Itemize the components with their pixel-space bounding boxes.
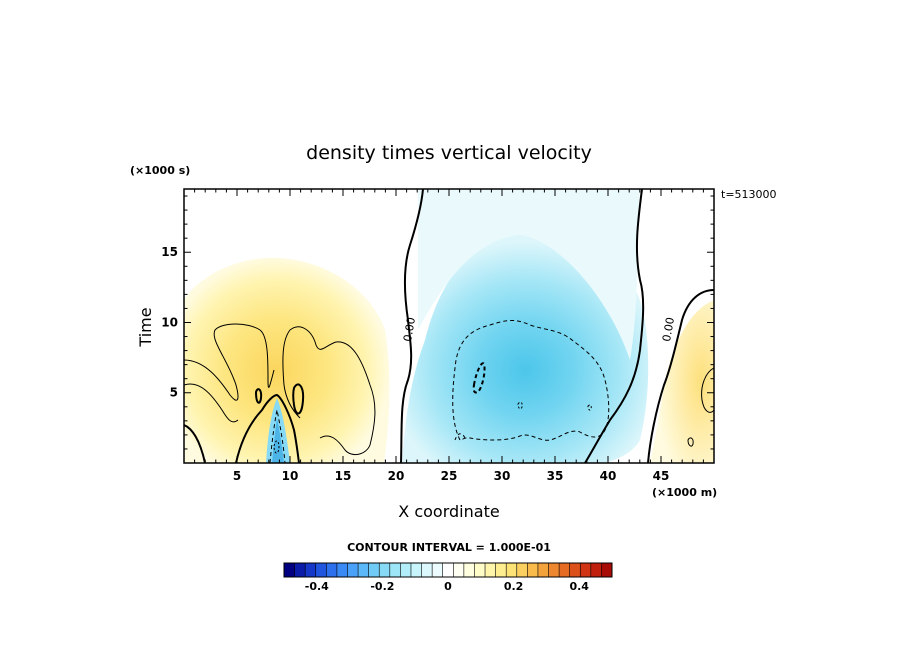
y-tick-label: 5 (170, 386, 178, 400)
colorbar (283, 562, 613, 578)
colorbar-ticks: -0.4 -0.2 0 0.2 0.4 (305, 580, 590, 593)
colorbar-swatch (474, 563, 486, 577)
colorbar-swatch (537, 563, 549, 577)
colorbar-swatch (421, 563, 433, 577)
colorbar-swatch (559, 563, 571, 577)
colorbar-swatch (358, 563, 370, 577)
colorbar-swatch (590, 563, 602, 577)
x-tick-label: 45 (653, 469, 670, 483)
x-unit-label: (×1000 m) (652, 486, 717, 499)
colorbar-swatch (442, 563, 454, 577)
colorbar-tick-label: -0.2 (370, 580, 394, 593)
colorbar-swatch (569, 563, 581, 577)
colorbar-swatch (506, 563, 518, 577)
x-tick-label: 20 (388, 469, 405, 483)
colorbar-swatch (305, 563, 317, 577)
colorbar-tick-label: 0 (444, 580, 452, 593)
x-tick-label: 25 (441, 469, 458, 483)
colorbar-swatch (368, 563, 380, 577)
colorbar-swatch (315, 563, 327, 577)
negative-region-faint (418, 189, 640, 360)
x-tick-label: 10 (282, 469, 299, 483)
colorbar-tick-label: 0.2 (504, 580, 524, 593)
x-tick-label: 15 (335, 469, 352, 483)
x-tick-label: 5 (233, 469, 241, 483)
contour-label-right: 0.00 (660, 316, 677, 342)
contour-label-left: 0.00 (401, 316, 418, 342)
y-tick-label: 10 (161, 315, 178, 329)
colorbar-swatch (495, 563, 507, 577)
time-annotation: t=513000 (721, 188, 777, 201)
x-tick-label: 30 (494, 469, 511, 483)
x-tick-label: 40 (600, 469, 617, 483)
y-tick-label: 15 (161, 245, 178, 259)
colorbar-swatch (347, 563, 359, 577)
y-axis-label: Time (136, 307, 155, 347)
colorbar-frame (283, 562, 613, 578)
colorbar-swatch (516, 563, 528, 577)
contour-interval-label: CONTOUR INTERVAL = 1.000E-01 (347, 541, 551, 554)
plot-area: 0.00 0.00 (184, 189, 714, 463)
colorbar-swatch (580, 563, 592, 577)
colorbar-swatch (294, 563, 306, 577)
colorbar-swatch (326, 563, 338, 577)
positive-region-left (184, 257, 390, 463)
colorbar-swatch (432, 563, 444, 577)
colorbar-swatch (284, 563, 295, 577)
positive-region-right (650, 300, 714, 463)
colorbar-swatch (463, 563, 475, 577)
y-unit-label: (×1000 s) (130, 164, 190, 177)
colorbar-swatch (453, 563, 465, 577)
colorbar-tick-label: -0.4 (305, 580, 329, 593)
chart-title: density times vertical velocity (306, 142, 592, 164)
y-axis: 5 10 15 (161, 195, 714, 450)
negative-region-center (402, 230, 649, 463)
colorbar-swatch (527, 563, 539, 577)
x-axis-label: X coordinate (398, 502, 499, 521)
colorbar-swatch (601, 563, 613, 577)
colorbar-tick-label: 0.4 (569, 580, 589, 593)
colorbar-swatch (548, 563, 560, 577)
colorbar-swatch (336, 563, 348, 577)
colorbar-swatch (379, 563, 391, 577)
colorbar-swatch (485, 563, 497, 577)
x-tick-label: 35 (547, 469, 564, 483)
colorbar-swatch (400, 563, 412, 577)
colorbar-swatch (410, 563, 422, 577)
x-axis: 5 10 15 20 25 30 35 40 45 (194, 189, 704, 483)
colorbar-swatch (389, 563, 401, 577)
